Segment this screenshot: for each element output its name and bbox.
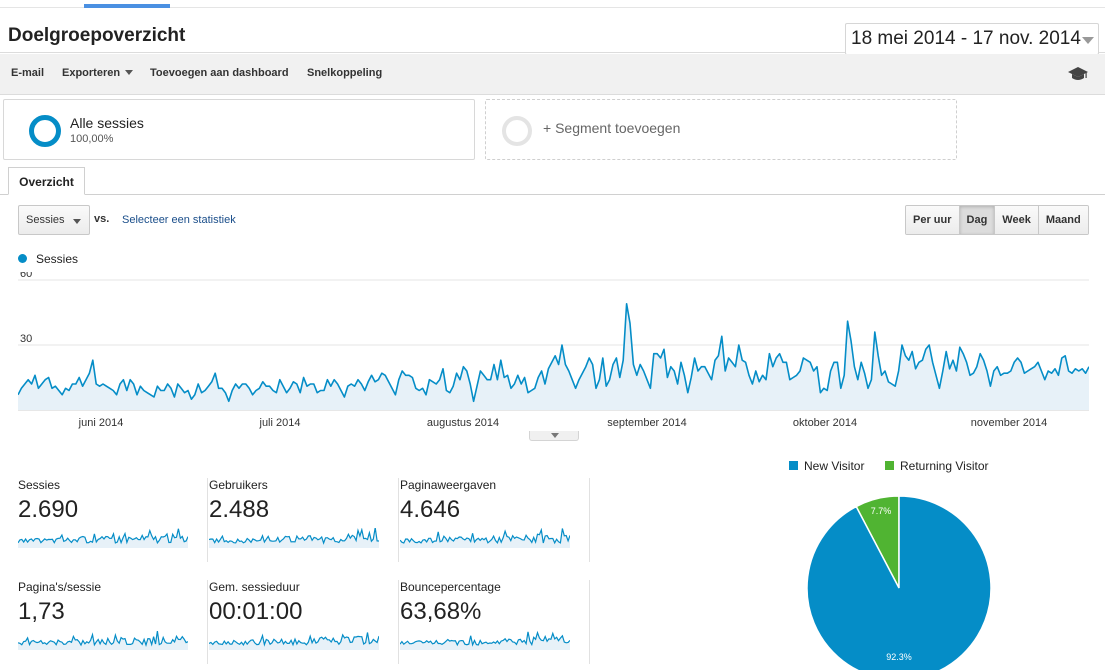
metric-label: Pagina's/sessie [18, 580, 102, 594]
sparkline-area [400, 631, 570, 650]
chevron-down-icon [125, 70, 134, 75]
add-segment-button[interactable]: + Segment toevoegen [485, 99, 957, 160]
metric-value: 2.690 [18, 496, 79, 523]
sparkline [400, 528, 570, 548]
tabs-divider [0, 194, 1105, 195]
metric-select-value: Sessies [26, 214, 65, 226]
sparkline-line [209, 632, 379, 647]
metric-label: Gem. sessieduur [209, 580, 300, 594]
x-tick-label: juni 2014 [78, 417, 124, 429]
report-header: Doelgroepoverzicht 18 mei 2014 - 17 nov.… [0, 9, 1105, 55]
y-tick-label: 30 [20, 333, 32, 345]
metric-label: Gebruikers [209, 478, 268, 492]
sparkline-area [209, 528, 379, 548]
sparkline-area [209, 632, 379, 650]
segment-percentage: 100,00% [70, 133, 114, 145]
email-button[interactable]: E-mail [11, 67, 45, 79]
metric-select[interactable]: Sessies [18, 205, 90, 235]
sparkline-area [400, 528, 570, 548]
pie-slice-new [806, 495, 992, 670]
period-month-button[interactable]: Maand [1038, 206, 1088, 234]
metric-value: 2.488 [209, 496, 270, 523]
add-to-dashboard-button[interactable]: Toevoegen aan dashboard [150, 67, 289, 79]
legend-square-icon [885, 461, 894, 470]
sparkline [18, 631, 188, 650]
add-segment-label: + Segment toevoegen [543, 120, 681, 136]
sparkline [18, 528, 188, 548]
sessions-chart-svg: 60 30 juni 2014 juli 2014 augustus 2014 septe… [17, 268, 1090, 429]
sparkline-line [18, 528, 188, 545]
period-week-button[interactable]: Week [995, 206, 1039, 234]
sparkline [209, 528, 379, 548]
sparkline-line [209, 528, 379, 545]
y-tick-label: 60 [20, 272, 32, 280]
metric-value: 4.646 [400, 496, 461, 523]
metric-tile-pages-per-session[interactable]: Pagina's/sessie 1,73 [18, 580, 208, 664]
export-button[interactable]: Exporteren [62, 67, 134, 79]
sparkline-line [18, 631, 188, 647]
active-top-tab[interactable] [84, 4, 170, 8]
sessions-chart: 60 30 juni 2014 juli 2014 augustus 2014 septe… [17, 268, 1090, 432]
shortcut-button[interactable]: Snelkoppeling [307, 67, 383, 79]
chevron-down-icon [73, 219, 81, 224]
metric-value: 63,68% [400, 598, 482, 625]
date-range-picker[interactable]: 18 mei 2014 - 17 nov. 2014 [845, 23, 1099, 55]
tab-overview[interactable]: Overzicht [8, 167, 85, 195]
series-line [17, 303, 1090, 403]
x-tick-label: november 2014 [971, 417, 1047, 429]
pie-legend-new[interactable]: New Visitor [789, 459, 864, 473]
sparkline-line [400, 630, 570, 647]
pie-legend-label: Returning Visitor [900, 459, 989, 473]
metric-label: Sessies [18, 478, 61, 492]
metric-tile-bounce-rate[interactable]: Bouncepercentage 63,68% [400, 580, 590, 664]
pie-legend-label: New Visitor [804, 459, 865, 473]
metric-label: Paginaweergaven [400, 478, 497, 492]
legend-square-icon [789, 461, 798, 470]
period-day-button[interactable]: Dag [959, 206, 996, 234]
metric-tile-avg-session-duration[interactable]: Gem. sessieduur 00:01:00 [209, 580, 399, 664]
x-tick-label: september 2014 [607, 417, 687, 429]
page-title: Doelgroepoverzicht [8, 25, 186, 46]
segment-name: Alle sessies [70, 115, 144, 131]
metric-tile-pageviews[interactable]: Paginaweergaven 4.646 [400, 478, 590, 562]
pie-label-new: 92.3% [886, 652, 912, 662]
metric-tile-users[interactable]: Gebruikers 2.488 [209, 478, 399, 562]
segment-all-sessions[interactable]: Alle sessies 100,00% [3, 99, 475, 160]
report-toolbar: E-mail Exporteren Toevoegen aan dashboar… [0, 54, 1105, 95]
collapse-chart-handle[interactable] [529, 431, 579, 441]
sparkline [209, 632, 379, 650]
period-hourly-button[interactable]: Per uur [906, 206, 960, 234]
metric-label: Bouncepercentage [400, 580, 501, 594]
legend-dot-icon [18, 254, 27, 263]
x-tick-label: oktober 2014 [793, 417, 857, 429]
period-toggle: Per uur Dag Week Maand [905, 205, 1089, 235]
select-statistic-link[interactable]: Selecteer een statistiek [122, 214, 236, 226]
sparkline-line [400, 528, 570, 545]
pie-legend-returning[interactable]: Returning Visitor [885, 459, 989, 473]
vs-label: vs. [94, 213, 110, 225]
metric-value: 1,73 [18, 598, 65, 625]
graduation-cap-icon[interactable] [1068, 65, 1088, 83]
top-tab-strip [0, 0, 1105, 8]
metric-tile-sessions[interactable]: Sessies 2.690 [18, 478, 208, 562]
visitor-pie-svg: 7.7% 92.3% [806, 495, 992, 670]
sparkline [400, 630, 570, 650]
legend-label: Sessies [36, 252, 79, 266]
date-range-text: 18 mei 2014 - 17 nov. 2014 [851, 28, 1081, 49]
visitor-pie-chart: 7.7% 92.3% [790, 478, 1010, 670]
empty-segment-ring-icon [502, 116, 532, 146]
metric-value: 00:01:00 [209, 598, 303, 625]
x-tick-label: augustus 2014 [427, 417, 499, 429]
pie-label-returning: 7.7% [871, 506, 892, 516]
chart-legend: Sessies [18, 252, 78, 266]
series-area [18, 303, 1089, 410]
segment-ring-icon [29, 115, 61, 147]
chevron-down-icon [1082, 37, 1094, 44]
export-label: Exporteren [62, 67, 121, 79]
x-tick-label: juli 2014 [259, 417, 301, 429]
